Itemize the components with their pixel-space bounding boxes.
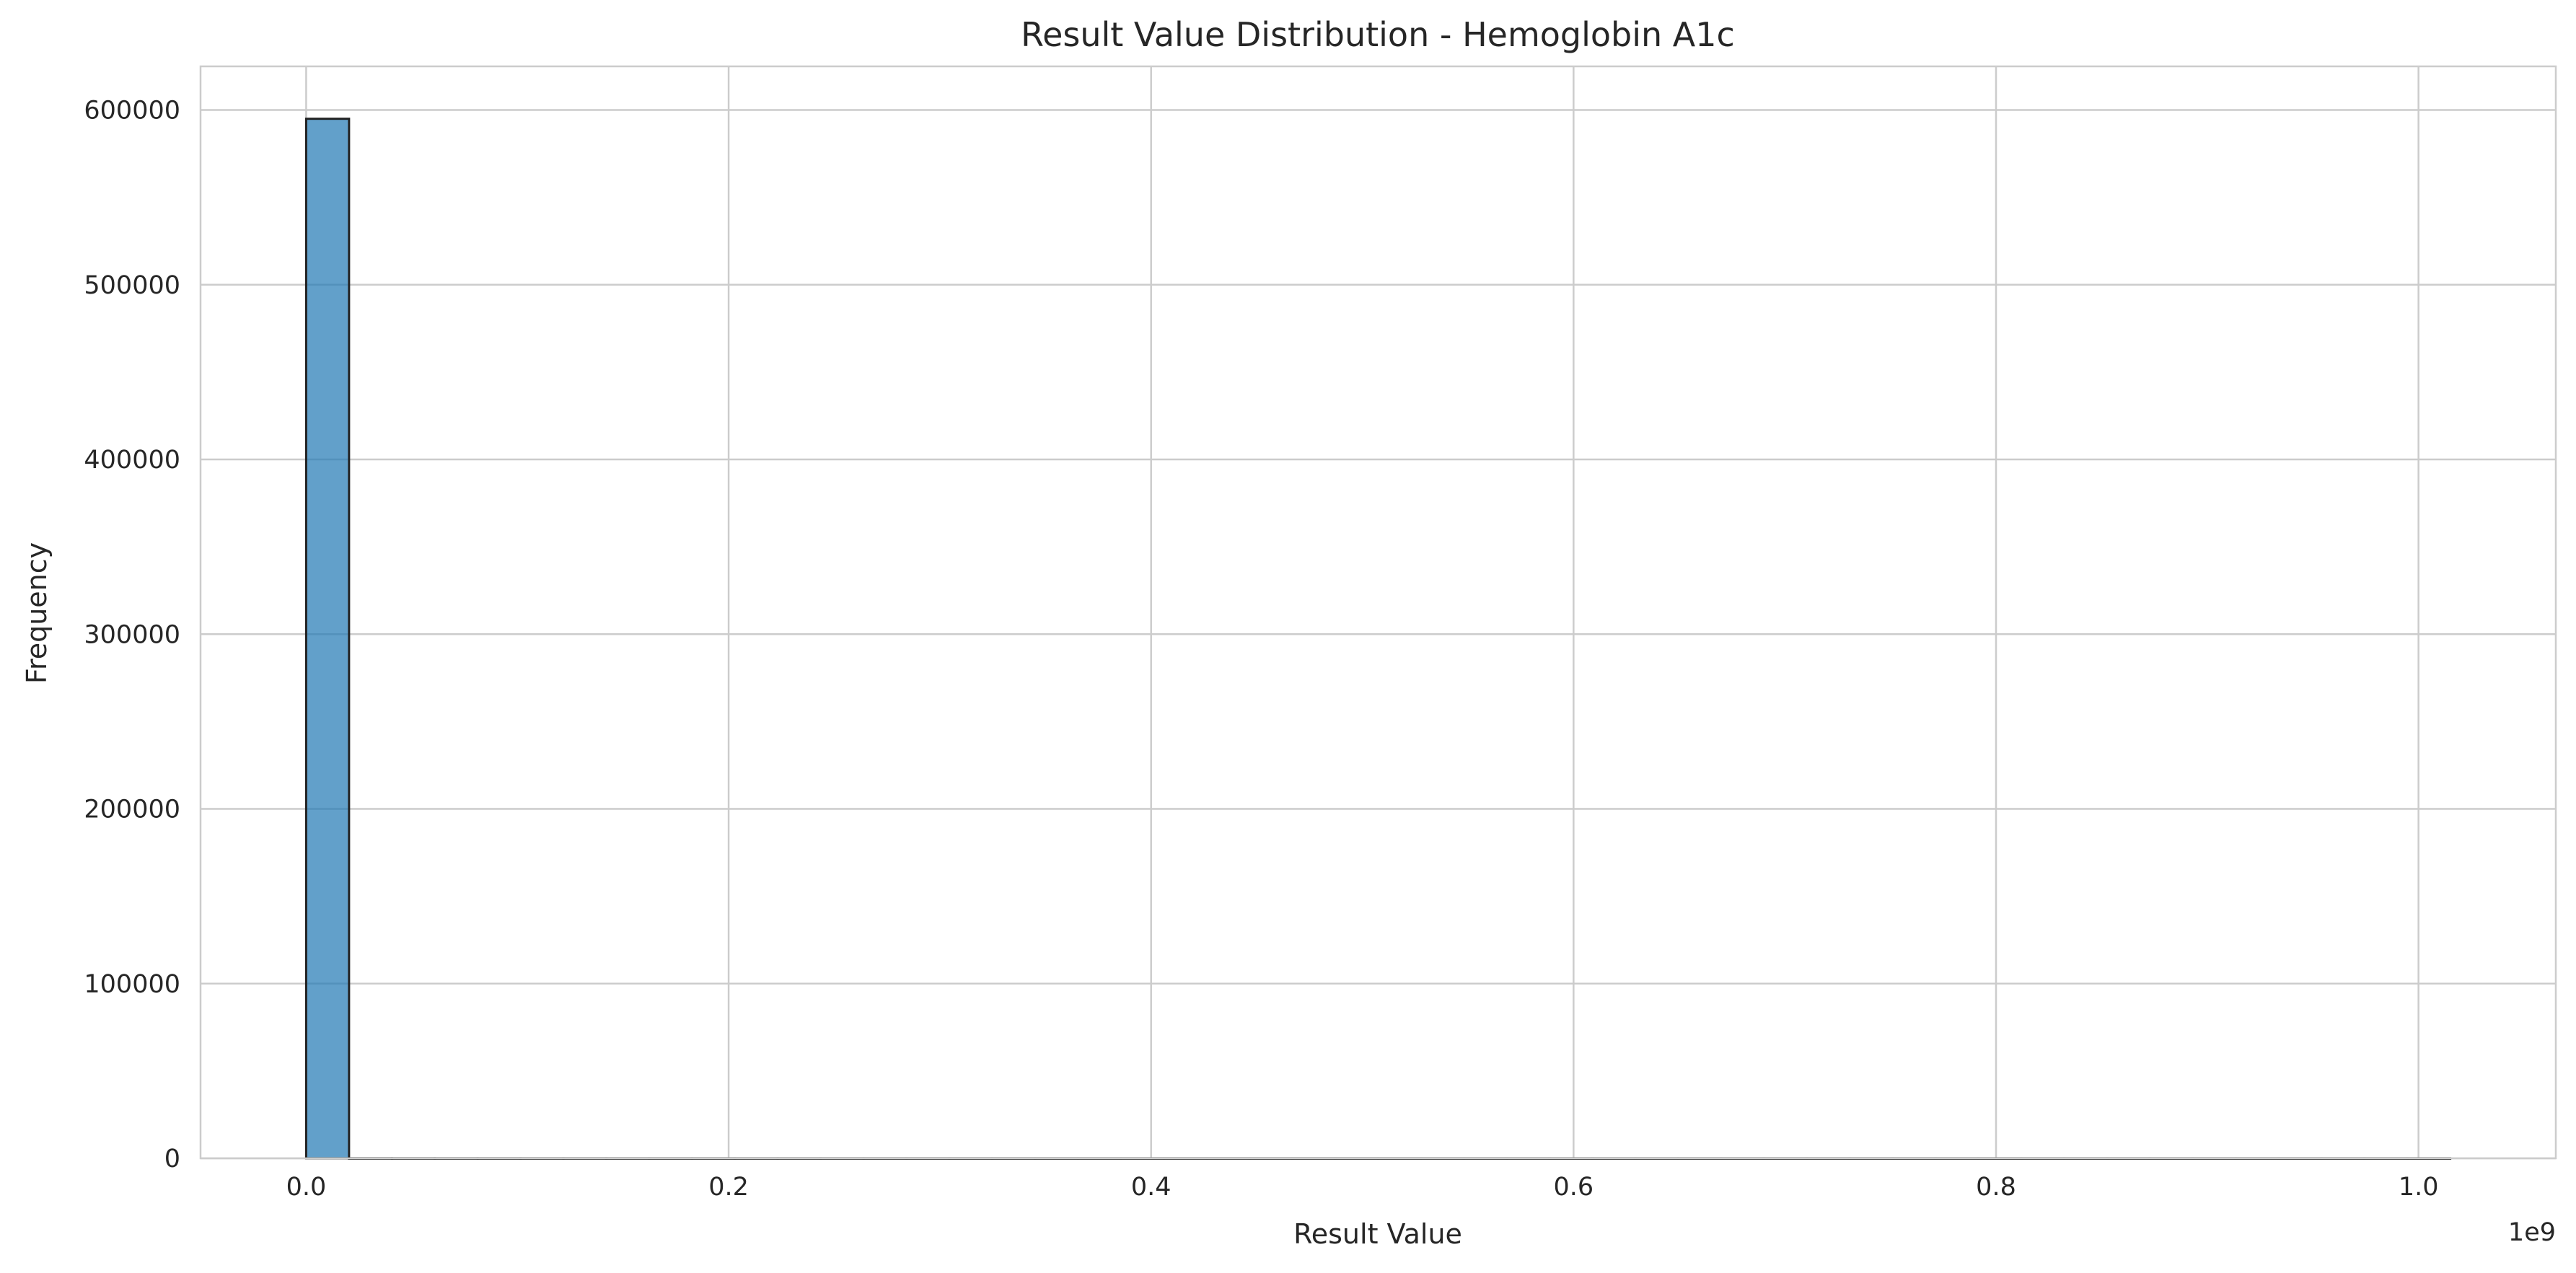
chart-title: Result Value Distribution - Hemoglobin A… bbox=[1021, 15, 1735, 54]
plot-frame bbox=[199, 65, 2557, 1160]
x-tick-label: 0.0 bbox=[286, 1173, 327, 1202]
x-tick-label: 0.8 bbox=[1976, 1173, 2016, 1202]
histogram-bar bbox=[304, 118, 351, 1160]
x-tick-labels: 0.0 0.2 0.4 0.6 0.8 1.0 bbox=[286, 1173, 2439, 1202]
y-tick-label: 0 bbox=[164, 1145, 180, 1173]
x-tick-label: 0.4 bbox=[1131, 1173, 1171, 1202]
y-tick-label: 400000 bbox=[84, 446, 180, 475]
y-tick-labels: 0 100000 200000 300000 400000 500000 600000 bbox=[84, 97, 180, 1173]
x-axis-offset-label: 1e9 bbox=[2508, 1218, 2556, 1247]
x-tick-label: 0.2 bbox=[708, 1173, 749, 1202]
x-axis-label: Result Value bbox=[1293, 1218, 1462, 1250]
x-tick-label: 1.0 bbox=[2399, 1173, 2439, 1202]
y-tick-label: 500000 bbox=[84, 271, 180, 300]
x-tick-label: 0.6 bbox=[1554, 1173, 1594, 1202]
y-tick-label: 600000 bbox=[84, 97, 180, 125]
y-tick-label: 300000 bbox=[84, 620, 180, 649]
y-axis-label: Frequency bbox=[21, 542, 53, 684]
y-tick-label: 200000 bbox=[84, 796, 180, 824]
y-tick-label: 100000 bbox=[84, 970, 180, 999]
